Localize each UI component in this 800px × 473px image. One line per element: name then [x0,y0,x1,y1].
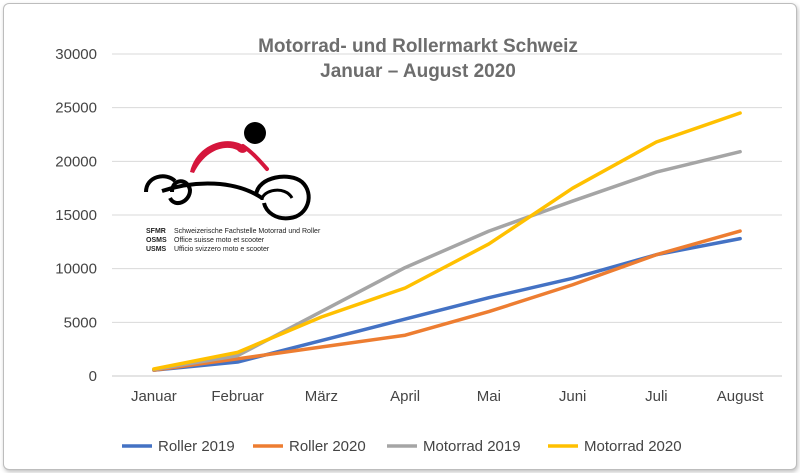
x-axis: Januar Februar März April Mai Juni Juli August [131,388,764,405]
y-tick-label: 15000 [55,207,97,224]
series-line-roller-2020 [152,229,742,372]
x-tick-label: August [717,388,765,405]
series-line-motorrad-2020 [152,111,742,371]
y-tick-label: 25000 [55,100,97,117]
y-tick-label: 20000 [55,153,97,170]
motorcycle-rider-icon [144,122,311,221]
chart-frame [3,3,797,470]
logo-text-osms: Office suisse moto et scooter [174,237,265,244]
legend-label: Roller 2020 [289,438,366,455]
x-tick-label: Februar [211,388,264,405]
chart-title: Motorrad- und Rollermarkt Schweiz [258,36,578,57]
legend: Roller 2019 Roller 2020 Motorrad 2019 Motor… [122,438,682,455]
logo-abbr-osms: OSMS [146,237,167,244]
x-tick-label: Mai [477,388,501,405]
y-axis: 0 5000 10000 15000 20000 25000 30000 [55,46,97,385]
x-tick-label: Januar [131,388,177,405]
x-tick-label: Juni [559,388,587,405]
logo-abbr-sfmr: SFMR [146,228,166,235]
y-tick-label: 10000 [55,261,97,278]
logo-abbr-usms: USMS [146,246,167,253]
logo-text-usms: Ufficio svizzero moto e scooter [174,246,270,253]
logo-text-sfmr: Schweizerische Fachstelle Motorrad und R… [174,228,321,235]
x-tick-label: Juli [645,388,668,405]
legend-label: Motorrad 2020 [584,438,682,455]
legend-label: Motorrad 2019 [423,438,521,455]
sfmr-logo: SFMR Schweizerische Fachstelle Motorrad … [144,122,321,253]
y-tick-label: 30000 [55,46,97,63]
y-tick-label: 5000 [64,314,97,331]
x-tick-label: März [305,388,338,405]
series-line-motorrad-2019 [152,149,742,372]
grid-lines [112,53,782,377]
chart-subtitle: Januar – August 2020 [320,61,516,82]
x-tick-label: April [390,388,420,405]
y-tick-label: 0 [89,368,97,385]
series-lines [152,111,742,372]
legend-label: Roller 2019 [158,438,235,455]
